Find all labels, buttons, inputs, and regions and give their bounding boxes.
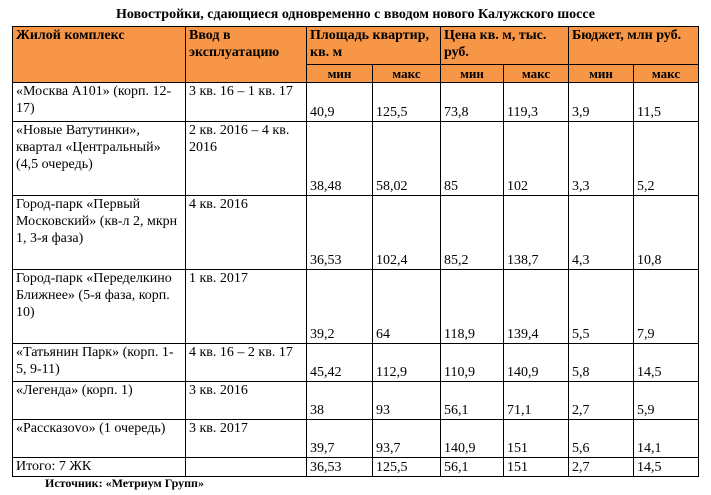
table-cell: 2,7	[568, 457, 634, 477]
table-row: Город-парк «Переделкино Ближнее» (5-я фа…	[12, 269, 699, 344]
table-cell: «Новые Ватутинки», квартал «Центральный»…	[12, 121, 186, 196]
table: Жилой комплекс Ввод в эксплуатацию Площадь…	[12, 26, 699, 477]
table-row: Итого: 7 ЖК 36,53 125,5 56,1 151 2,7 14,5	[12, 457, 699, 477]
table-cell: 10,8	[633, 195, 699, 270]
table-cell: 110,9	[440, 343, 504, 382]
table-cell: 14,5	[633, 343, 699, 382]
table-cell: 102,4	[372, 195, 441, 270]
table-cell: 56,1	[440, 381, 504, 420]
table-cell: 138,7	[503, 195, 569, 270]
table-cell: 151	[503, 419, 569, 458]
table-cell: 56,1	[440, 457, 504, 477]
table-cell: 39,7	[306, 419, 373, 458]
table-row: «Легенда» (корп. 1) 3 кв. 2016 38 93 56,1 71,…	[12, 381, 699, 420]
table-cell: 11,5	[633, 82, 699, 122]
table-cell: 36,53	[306, 195, 373, 270]
table-cell: 71,1	[503, 381, 569, 420]
table-cell: 3,3	[568, 121, 634, 196]
table-cell: Город-парк «Переделкино Ближнее» (5-я фа…	[12, 269, 186, 344]
table-cell: «Рассказоvо» (1 очередь)	[12, 419, 186, 458]
subcolumn-header: макс	[372, 64, 441, 83]
column-header: Ввод в эксплуатацию	[185, 26, 307, 83]
table-cell: 140,9	[440, 419, 504, 458]
table-cell: 140,9	[503, 343, 569, 382]
table-cell: 125,5	[372, 457, 441, 477]
table-cell: 14,1	[633, 419, 699, 458]
subcolumn-header: мин	[440, 64, 504, 83]
table-cell: 5,8	[568, 343, 634, 382]
table-cell	[185, 457, 307, 477]
table-cell: 3 кв. 2017	[185, 419, 307, 458]
table-row: «Москва А101» (корп. 12-17) 3 кв. 16 – 1 …	[12, 82, 699, 122]
table-cell: Город-парк «Первый Московский» (кв-л 2, …	[12, 195, 186, 270]
column-header: Жилой комплекс	[12, 26, 186, 83]
table-cell: 38	[306, 381, 373, 420]
table-cell: 5,9	[633, 381, 699, 420]
table-cell: 73,8	[440, 82, 504, 122]
table-cell: 102	[503, 121, 569, 196]
table-body: «Москва А101» (корп. 12-17) 3 кв. 16 – 1 …	[12, 82, 699, 477]
table-cell: 139,4	[503, 269, 569, 344]
table-cell: «Москва А101» (корп. 12-17)	[12, 82, 186, 122]
subcolumn-header: мин	[568, 64, 634, 83]
table-cell: 7,9	[633, 269, 699, 344]
table-cell: 39,2	[306, 269, 373, 344]
source-note: Источник: «Метриум Групп»	[45, 476, 204, 490]
table-cell: 4,3	[568, 195, 634, 270]
table-cell: 3 кв. 16 – 1 кв. 17	[185, 82, 307, 122]
table-cell: 4 кв. 2016	[185, 195, 307, 270]
table-cell: 118,9	[440, 269, 504, 344]
table-cell: 38,48	[306, 121, 373, 196]
table-row: Город-парк «Первый Московский» (кв-л 2, …	[12, 195, 699, 270]
table-row: «Татьянин Парк» (корп. 1-5, 9-11) 4 кв. 1…	[12, 343, 699, 382]
table-cell: 5,5	[568, 269, 634, 344]
table-row: «Рассказоvо» (1 очередь) 3 кв. 2017 39,7 93…	[12, 419, 699, 458]
table-cell: 36,53	[306, 457, 373, 477]
subheader-row: мин макс мин макс мин макс	[13, 64, 699, 83]
table-cell: 5,2	[633, 121, 699, 196]
table-cell: 64	[372, 269, 441, 344]
table-cell: 2,7	[568, 381, 634, 420]
subcolumn-header: мин	[306, 64, 373, 83]
column-header: Цена кв. м, тыс. руб.	[440, 26, 569, 65]
table-cell: «Легенда» (корп. 1)	[12, 381, 186, 420]
table-header: Жилой комплекс Ввод в эксплуатацию Площадь…	[12, 26, 699, 83]
table-title: Новостройки, сдающиеся одновременно с вв…	[116, 7, 595, 22]
table-cell: 125,5	[372, 82, 441, 122]
table-cell: 40,9	[306, 82, 373, 122]
table-cell: «Татьянин Парк» (корп. 1-5, 9-11)	[12, 343, 186, 382]
table-cell: 93,7	[372, 419, 441, 458]
table-cell: 58,02	[372, 121, 441, 196]
table-cell: 3,9	[568, 82, 634, 122]
column-header: Бюджет, млн руб.	[568, 26, 699, 65]
table-cell: 4 кв. 16 – 2 кв. 17	[185, 343, 307, 382]
table-cell: 3 кв. 2016	[185, 381, 307, 420]
subcolumn-header: макс	[633, 64, 699, 83]
table-cell: 5,6	[568, 419, 634, 458]
table-cell: 2 кв. 2016 – 4 кв. 2016	[185, 121, 307, 196]
table-cell: 1 кв. 2017	[185, 269, 307, 344]
table-cell: 14,5	[633, 457, 699, 477]
subcolumn-header: макс	[503, 64, 569, 83]
table-cell: 112,9	[372, 343, 441, 382]
table-cell: 45,42	[306, 343, 373, 382]
column-header: Площадь квартир, кв. м	[306, 26, 441, 65]
table-cell: 85,2	[440, 195, 504, 270]
table-cell: 151	[503, 457, 569, 477]
table-cell: Итого: 7 ЖК	[12, 457, 186, 477]
table-cell: 93	[372, 381, 441, 420]
table-cell: 119,3	[503, 82, 569, 122]
table-cell: 85	[440, 121, 504, 196]
table-row: «Новые Ватутинки», квартал «Центральный»…	[12, 121, 699, 196]
header-row: Жилой комплекс Ввод в эксплуатацию Площадь…	[12, 26, 699, 83]
